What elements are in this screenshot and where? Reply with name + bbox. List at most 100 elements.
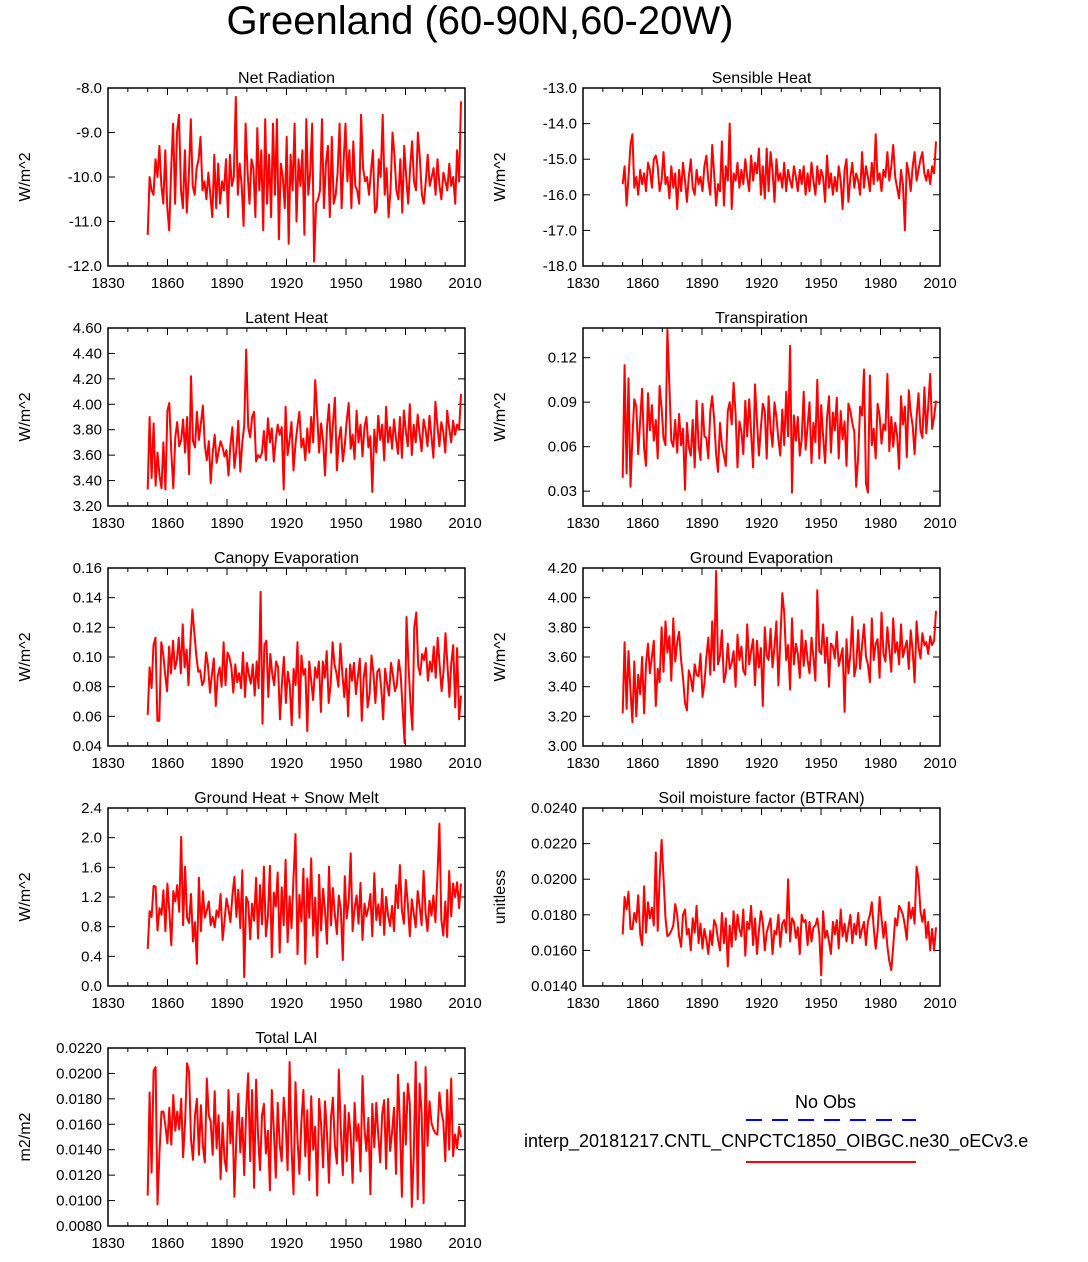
y-tick-label: 4.20 (73, 371, 102, 388)
panel-title: Soil moisture factor (BTRAN) (658, 790, 864, 807)
y-tick-label: -17.0 (543, 222, 577, 239)
y-tick-label: 3.80 (548, 619, 577, 636)
legend-obs-line (746, 1119, 916, 1121)
x-tick-label: 1890 (210, 755, 243, 772)
panel-2: Sensible Heat W/m^2 1830 1860 1890 1920 1950 19… (492, 70, 957, 292)
y-tick-label: -16.0 (543, 187, 577, 204)
x-tick-label: 1950 (329, 275, 362, 292)
y-tick-label: -12.0 (68, 258, 102, 275)
panel-9: Total LAI m2/m2 1830 1860 1890 1920 1950 1980 20… (17, 1030, 482, 1252)
x-tick-label: 2010 (923, 515, 956, 532)
panel-8: Soil moisture factor (BTRAN) unitless 1830… (492, 790, 957, 1012)
y-axis-label: unitless (492, 870, 509, 924)
x-tick-label: 1950 (329, 995, 362, 1012)
x-tick-label: 1890 (210, 1235, 243, 1252)
x-tick-label: 1980 (389, 1235, 422, 1252)
figure-title: Greenland (60-90N,60-20W) (226, 0, 734, 43)
x-tick-label: 1860 (626, 515, 659, 532)
x-tick-label: 1830 (91, 275, 124, 292)
y-tick-label: -13.0 (543, 80, 577, 97)
y-tick-label: 0.0120 (56, 1167, 102, 1184)
y-tick-label: 0.8 (81, 919, 102, 936)
x-tick-label: 1860 (151, 275, 184, 292)
y-tick-label: 3.20 (73, 498, 102, 515)
y-tick-label: 0.0220 (531, 836, 577, 853)
y-tick-label: 4.20 (548, 560, 577, 577)
x-tick-label: 1920 (270, 755, 303, 772)
y-tick-label: 3.00 (548, 738, 577, 755)
y-axis-label: W/m^2 (17, 392, 34, 441)
panel-title: Ground Heat + Snow Melt (194, 790, 379, 807)
x-tick-label: 1950 (804, 515, 837, 532)
y-tick-label: 3.40 (548, 679, 577, 696)
y-tick-label: -9.0 (76, 125, 102, 142)
x-tick-label: 1920 (745, 995, 778, 1012)
x-tick-label: 1830 (566, 515, 599, 532)
x-tick-label: 2010 (448, 755, 481, 772)
y-axis-label: W/m^2 (492, 152, 509, 201)
x-tick-label: 1860 (626, 755, 659, 772)
y-tick-label: 0.0140 (531, 978, 577, 995)
y-axis-label: W/m^2 (492, 632, 509, 681)
y-tick-label: 1.6 (81, 859, 102, 876)
panel-title: Latent Heat (245, 310, 328, 327)
y-tick-label: 4.00 (548, 590, 577, 607)
panel-5: Canopy Evaporation W/m^2 1830 1860 1890 1920 1… (17, 550, 482, 772)
y-axis-label: W/m^2 (17, 872, 34, 921)
series-line (621, 328, 937, 494)
y-tick-label: -15.0 (543, 151, 577, 168)
panel-title: Sensible Heat (712, 70, 812, 87)
x-tick-label: 1920 (745, 755, 778, 772)
y-tick-label: 4.00 (73, 396, 102, 413)
plot-frame (582, 807, 941, 987)
x-tick-label: 1890 (210, 275, 243, 292)
x-tick-label: 1950 (329, 755, 362, 772)
x-tick-label: 1860 (151, 755, 184, 772)
y-tick-label: 3.20 (548, 708, 577, 725)
y-tick-label: 0.0160 (531, 942, 577, 959)
series-line (146, 590, 462, 744)
y-tick-label: -10.0 (68, 169, 102, 186)
y-tick-label: 0.0180 (531, 907, 577, 924)
y-tick-label: 0.08 (73, 679, 102, 696)
panel-3: Latent Heat W/m^2 1830 1860 1890 1920 1950 1980… (17, 310, 482, 532)
x-tick-label: 1860 (151, 515, 184, 532)
y-tick-label: 0.14 (73, 590, 102, 607)
x-tick-label: 1860 (626, 275, 659, 292)
y-tick-label: 0.09 (548, 394, 577, 411)
x-tick-label: 1950 (329, 1235, 362, 1252)
y-tick-label: 2.0 (81, 830, 102, 847)
panel-title: Canopy Evaporation (214, 550, 359, 567)
y-tick-label: 0.06 (548, 439, 577, 456)
y-tick-label: 1.2 (81, 889, 102, 906)
x-tick-label: 1830 (91, 755, 124, 772)
y-tick-label: 0.06 (73, 708, 102, 725)
y-axis-label: m2/m2 (17, 1112, 34, 1161)
x-tick-label: 1920 (270, 275, 303, 292)
x-tick-label: 1890 (685, 995, 718, 1012)
legend-obs-label: No Obs (795, 1092, 857, 1112)
x-tick-label: 1980 (864, 755, 897, 772)
x-tick-label: 1950 (804, 755, 837, 772)
x-tick-label: 1980 (389, 515, 422, 532)
legend-case-label: interp_20181217.CNTL_CNPCTC1850_OIBGC.ne… (524, 1131, 1029, 1151)
y-axis-label: W/m^2 (17, 632, 34, 681)
x-tick-label: 1860 (626, 995, 659, 1012)
x-tick-label: 1830 (566, 275, 599, 292)
y-tick-label: 0.12 (73, 619, 102, 636)
y-axis-label: W/m^2 (17, 152, 34, 201)
x-tick-label: 1830 (566, 755, 599, 772)
x-tick-label: 1950 (804, 275, 837, 292)
panel-4: Transpiration W/m^2 1830 1860 1890 1920 1950 19… (492, 310, 957, 532)
y-tick-label: -18.0 (543, 258, 577, 275)
y-tick-label: -11.0 (69, 214, 102, 231)
x-tick-label: 1890 (685, 515, 718, 532)
y-tick-label: 0.03 (548, 483, 577, 500)
series-line (146, 348, 462, 493)
panel-title: Net Radiation (238, 70, 335, 87)
panel-title: Ground Evaporation (690, 550, 833, 567)
x-tick-label: 1920 (270, 995, 303, 1012)
y-tick-label: 3.60 (73, 447, 102, 464)
series-line (621, 570, 937, 724)
y-tick-label: 0.12 (548, 350, 577, 367)
